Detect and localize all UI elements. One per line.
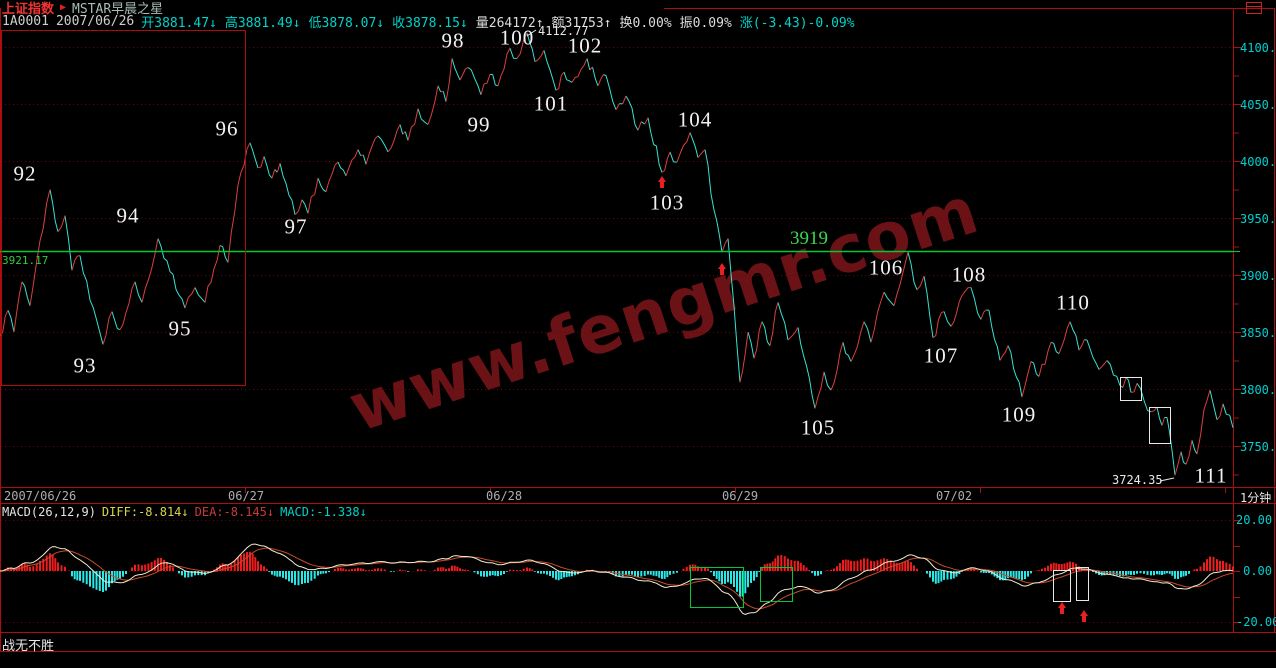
wave-number-label: 99 <box>467 112 491 137</box>
quote-field: 收3878.15↓ <box>392 16 468 31</box>
wave-number-label: 101 <box>533 91 569 116</box>
status-bar-text: 战无不胜 <box>2 639 55 654</box>
quote-field: 开3881.47↓ <box>141 16 217 31</box>
wave-number-label: 111 <box>1194 463 1228 488</box>
price-axis-tick: 3900.0 <box>1240 268 1276 283</box>
wave-number-label: 107 <box>923 343 959 368</box>
macd-value: DIFF:-8.814↓ <box>101 505 189 519</box>
wave-number-label: 110 <box>1056 290 1090 315</box>
wave-number-label: 102 <box>567 33 603 58</box>
peak-price-label: 4112.77 <box>538 24 589 38</box>
period-label[interactable]: 1分钟 <box>1240 491 1272 505</box>
wave-number-label: 94 <box>116 203 140 228</box>
wave-number-label: 106 <box>868 255 904 280</box>
green-line-axis-value: 3921.17 <box>2 253 49 267</box>
quote-fields: 开3881.47↓ 高3881.49↓ 低3878.07↓ 收3878.15↓ 量264… <box>141 12 854 31</box>
date-axis-label: 06/28 <box>486 489 523 503</box>
price-axis-tick: 4050.0 <box>1240 97 1276 112</box>
price-axis-tick: 3850.0 <box>1240 325 1276 340</box>
macd-header: MACD(26,12,9) DIFF:-8.814↓ DEA:-8.145↓ MAC… <box>2 505 367 519</box>
macd-values: DIFF:-8.814↓ DEA:-8.145↓ MACD:-1.338↓ <box>102 505 367 519</box>
low-price-label: 3724.35 <box>1112 473 1163 487</box>
price-axis-tick: 4000.0 <box>1240 154 1276 169</box>
macd-axis-tick: -20.00 <box>1236 615 1276 629</box>
pattern-name: MSTAR早晨之星 <box>72 2 164 17</box>
quote-field: 低3878.07↓ <box>308 16 385 31</box>
wave-number-label: 109 <box>1001 402 1037 427</box>
price-axis-tick: 3750.0 <box>1240 439 1276 454</box>
quote-field: 额31753↑ <box>551 16 612 31</box>
quote-field: 换0.00% <box>619 16 672 31</box>
index-name: 上证指数 <box>2 2 55 17</box>
wave-number-label: 95 <box>168 316 192 341</box>
wave-number-label: 93 <box>73 353 97 378</box>
stock-code: 1A0001 <box>2 14 49 29</box>
wave-number-label: 103 <box>649 190 685 215</box>
macd-value: DEA:-8.145↓ <box>194 505 275 519</box>
quote-field: 涨(-3.43)-0.09% <box>739 16 855 31</box>
date-axis-label: 2007/06/26 <box>4 489 77 503</box>
price-axis-tick: 3950.0 <box>1240 211 1276 226</box>
quote-bar: 1A0001 2007/06/26 开3881.47↓ 高3881.49↓ 低387… <box>2 12 855 31</box>
macd-axis-tick: 20.00 <box>1236 513 1273 527</box>
quote-field: 高3881.49↓ <box>224 16 301 31</box>
wave-number-label: 105 <box>800 415 836 440</box>
flag-icon: ▶ <box>60 2 67 13</box>
price-axis-tick: 3800.0 <box>1240 382 1276 397</box>
macd-axis-tick: 0.00 <box>1243 564 1272 578</box>
date-axis-label: 06/27 <box>228 489 265 503</box>
wave-number-label: 104 <box>677 107 713 132</box>
green-line-tag: 3919 <box>790 228 828 249</box>
window-restore-icon[interactable] <box>1246 2 1262 14</box>
macd-indicator-name: MACD(26,12,9) <box>2 505 96 519</box>
wave-number-label: 108 <box>951 262 987 287</box>
wave-number-label: 92 <box>13 161 37 186</box>
macd-value: MACD:-1.338↓ <box>280 505 367 519</box>
title-bar: 上证指数 ▶ MSTAR早晨之星 <box>2 0 164 17</box>
quote-date: 2007/06/26 <box>55 14 135 29</box>
wave-number-label: 100 <box>499 25 535 50</box>
wave-number-label: 96 <box>215 116 239 141</box>
date-axis-label: 07/02 <box>936 489 973 503</box>
quote-field: 量264172↑ <box>475 16 544 31</box>
wave-number-label: 97 <box>284 214 308 239</box>
quote-field: 振0.09% <box>679 16 732 31</box>
wave-number-label: 98 <box>441 28 465 53</box>
date-axis-label: 06/29 <box>722 489 759 503</box>
price-axis-tick: 4100.0 <box>1240 40 1276 55</box>
